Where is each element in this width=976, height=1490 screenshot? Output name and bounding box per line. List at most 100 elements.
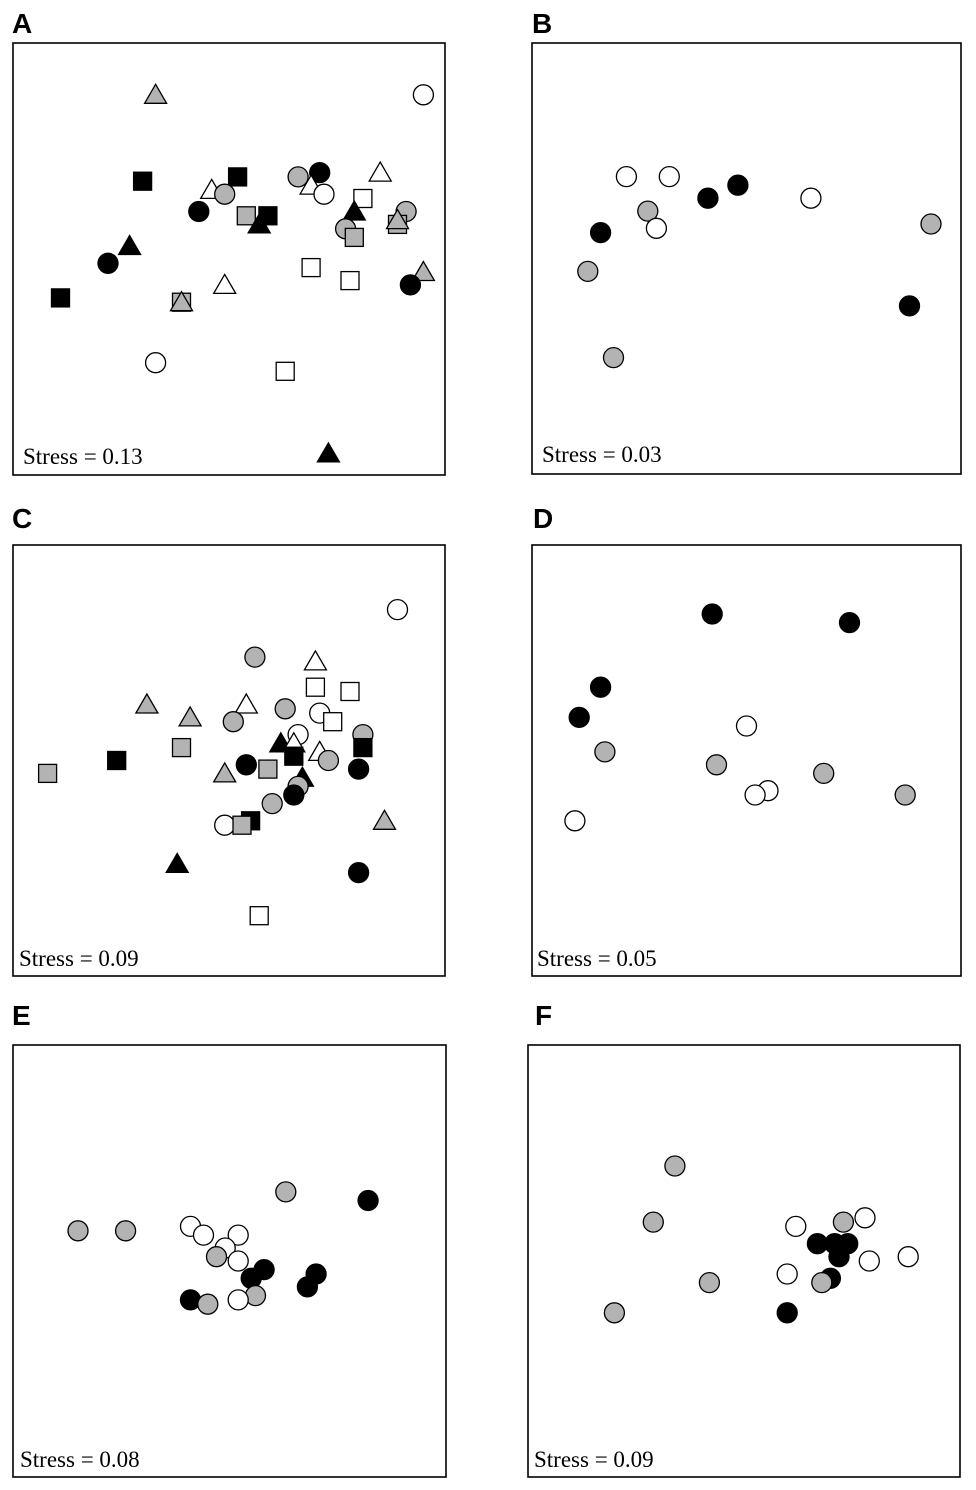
point-a-white-square	[340, 270, 360, 291]
panel-letter-e: E	[12, 1000, 31, 1031]
point-c-white-circle	[214, 814, 236, 836]
point-b-gray-circle	[637, 200, 659, 222]
stress-label-e: Stress = 0.08	[20, 1447, 140, 1472]
point-a-white-square	[353, 188, 373, 209]
point-a-black-triangle	[247, 212, 272, 234]
point-c-white-triangle	[234, 692, 259, 714]
point-f-gray-circle	[603, 1302, 626, 1324]
point-a-white-circle	[144, 352, 167, 374]
point-a-white-circle	[313, 183, 335, 205]
point-f-white-circle	[897, 1246, 919, 1268]
point-e-gray-circle	[197, 1293, 219, 1315]
point-d-gray-circle	[813, 762, 835, 785]
point-b-gray-circle	[920, 213, 942, 235]
point-b-white-circle	[658, 165, 680, 188]
point-a-white-circle	[412, 84, 435, 106]
point-f-black-circle	[776, 1302, 798, 1324]
point-b-white-circle	[615, 165, 638, 188]
point-f-white-circle	[858, 1250, 880, 1272]
point-e-white-circle	[227, 1224, 249, 1246]
point-e-gray-circle	[67, 1220, 89, 1242]
point-c-black-square	[284, 746, 304, 766]
point-d-gray-circle	[594, 741, 616, 763]
point-a-gray-circle	[287, 166, 309, 188]
point-a-black-triangle	[342, 199, 367, 221]
point-a-gray-triangle	[411, 260, 436, 282]
scatter-points-e	[67, 1181, 379, 1315]
panel-letter-b: B	[532, 8, 552, 39]
point-a-black-square	[50, 288, 71, 308]
point-e-gray-circle	[114, 1220, 137, 1242]
plot-frame-b	[531, 42, 962, 475]
point-e-white-circle	[227, 1250, 249, 1272]
scatter-points-a	[50, 83, 436, 463]
plot-frame-c	[12, 544, 446, 977]
point-d-gray-circle	[894, 784, 916, 806]
point-d-white-circle	[744, 784, 766, 806]
panel-b: B Stress = 0.03	[531, 8, 962, 475]
point-c-white-triangle	[303, 649, 328, 671]
point-e-black-circle	[357, 1189, 379, 1212]
point-b-gray-circle	[577, 260, 599, 283]
point-d-black-circle	[838, 611, 861, 634]
point-c-white-circle	[386, 598, 409, 621]
point-c-white-square	[249, 906, 269, 926]
stress-label-b: Stress = 0.03	[542, 442, 662, 467]
point-f-gray-circle	[664, 1155, 686, 1177]
point-b-black-circle	[727, 174, 749, 196]
point-a-black-circle	[188, 200, 210, 223]
point-e-gray-circle	[205, 1246, 228, 1268]
point-f-gray-circle	[832, 1211, 855, 1233]
point-c-gray-square	[258, 759, 278, 779]
point-c-white-square	[323, 712, 343, 732]
point-b-gray-circle	[602, 346, 625, 369]
point-a-black-circle	[97, 252, 119, 274]
point-a-white-square	[275, 361, 295, 381]
point-e-white-circle	[192, 1224, 215, 1246]
point-c-black-circle	[283, 784, 305, 806]
point-a-black-triangle	[316, 441, 341, 463]
panel-c: C Stress = 0.09	[12, 503, 446, 977]
point-a-black-circle	[309, 161, 331, 184]
point-c-gray-triangle	[372, 809, 397, 830]
panel-e: E Stress = 0.08	[12, 1000, 447, 1478]
point-c-gray-square	[232, 815, 252, 835]
point-e-gray-circle	[275, 1181, 297, 1203]
point-c-gray-triangle	[177, 705, 203, 727]
point-c-black-circle	[347, 861, 370, 884]
point-a-gray-square	[344, 227, 364, 248]
point-f-white-circle	[785, 1215, 807, 1238]
point-c-gray-circle	[274, 698, 296, 720]
point-a-gray-triangle	[143, 83, 168, 104]
point-c-white-square	[340, 681, 360, 702]
point-c-black-square	[353, 737, 373, 758]
point-a-black-square	[132, 171, 153, 191]
plot-frame-f	[527, 1044, 961, 1478]
point-f-gray-circle	[698, 1271, 721, 1294]
point-c-gray-circle	[244, 646, 266, 668]
stress-label-c: Stress = 0.09	[19, 946, 139, 971]
plot-frame-d	[531, 544, 962, 977]
panel-d: D Stress = 0.05	[531, 503, 962, 977]
panel-letter-a: A	[12, 8, 32, 39]
panel-letter-c: C	[12, 503, 32, 534]
scatter-points-f	[603, 1155, 919, 1324]
point-a-black-circle	[399, 274, 422, 296]
stress-label-a: Stress = 0.13	[23, 444, 143, 469]
point-c-gray-square	[171, 737, 192, 758]
point-c-gray-circle	[261, 792, 283, 815]
point-f-white-circle	[776, 1263, 798, 1285]
point-c-gray-triangle	[134, 692, 160, 714]
point-b-white-circle	[800, 187, 822, 209]
point-f-white-circle	[854, 1207, 876, 1229]
point-c-gray-square	[37, 763, 58, 784]
scatter-points-c	[37, 598, 409, 926]
panel-letter-d: D	[533, 503, 553, 534]
scatter-points-d	[564, 603, 916, 832]
point-b-black-circle	[589, 221, 612, 244]
point-a-gray-circle	[214, 183, 236, 205]
point-d-black-circle	[701, 603, 723, 625]
point-a-black-triangle	[117, 234, 142, 256]
point-c-gray-circle	[317, 749, 340, 772]
point-f-gray-circle	[811, 1271, 833, 1294]
